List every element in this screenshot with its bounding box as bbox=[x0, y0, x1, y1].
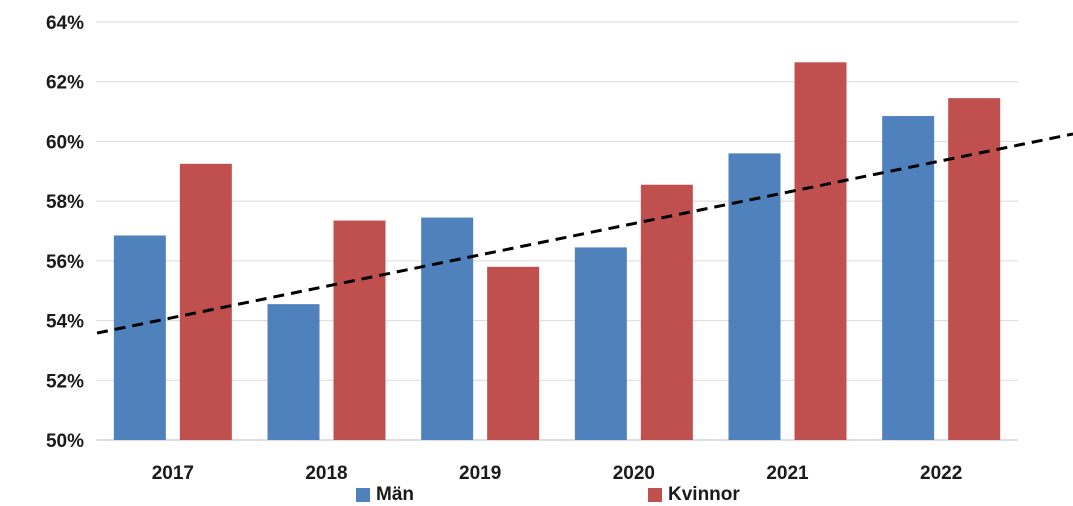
bar-kvinnor-2022 bbox=[948, 98, 1001, 440]
bars bbox=[113, 62, 1001, 441]
y-tick-label: 62% bbox=[46, 73, 84, 94]
trendline-group bbox=[96, 132, 1073, 335]
bar-man-2020 bbox=[574, 247, 627, 440]
x-tick-label: 2020 bbox=[613, 463, 655, 484]
legend-item-man: Män bbox=[356, 484, 414, 506]
x-tick-label: 2022 bbox=[920, 463, 962, 484]
bar-man-2017 bbox=[113, 235, 166, 440]
y-tick-label: 54% bbox=[46, 312, 84, 333]
bar-man-2018 bbox=[267, 304, 320, 440]
legend-item-kvinnor: Kvinnor bbox=[648, 484, 740, 506]
legend-swatch-man bbox=[356, 488, 370, 502]
y-tick-label: 64% bbox=[46, 13, 84, 34]
legend: Män Kvinnor bbox=[0, 484, 1073, 506]
trendline bbox=[96, 132, 1073, 335]
legend-label-man: Män bbox=[376, 484, 414, 505]
y-tick-label: 60% bbox=[46, 132, 84, 153]
bar-man-2019 bbox=[421, 217, 474, 440]
x-tick-label: 2019 bbox=[459, 463, 501, 484]
bar-kvinnor-2018 bbox=[333, 220, 386, 440]
bar-kvinnor-2017 bbox=[179, 163, 232, 441]
x-tick-label: 2021 bbox=[766, 463, 809, 484]
y-tick-label: 50% bbox=[46, 431, 84, 452]
x-axis-ticks: 2017 2018 2019 2020 2021 2022 bbox=[152, 463, 963, 484]
x-tick-label: 2018 bbox=[305, 463, 347, 484]
y-tick-label: 58% bbox=[46, 192, 84, 213]
x-tick-label: 2017 bbox=[152, 463, 194, 484]
gridlines bbox=[96, 21, 1018, 441]
y-tick-label: 56% bbox=[46, 252, 84, 273]
y-tick-label: 52% bbox=[46, 371, 84, 392]
bar-kvinnor-2019 bbox=[487, 266, 540, 440]
bar-kvinnor-2021 bbox=[794, 62, 847, 441]
legend-swatch-kvinnor bbox=[648, 488, 662, 502]
y-axis-ticks: 50% 52% 54% 56% 58% 60% 62% 64% bbox=[46, 13, 84, 452]
legend-label-kvinnor: Kvinnor bbox=[668, 484, 740, 505]
bar-kvinnor-2020 bbox=[640, 184, 693, 440]
